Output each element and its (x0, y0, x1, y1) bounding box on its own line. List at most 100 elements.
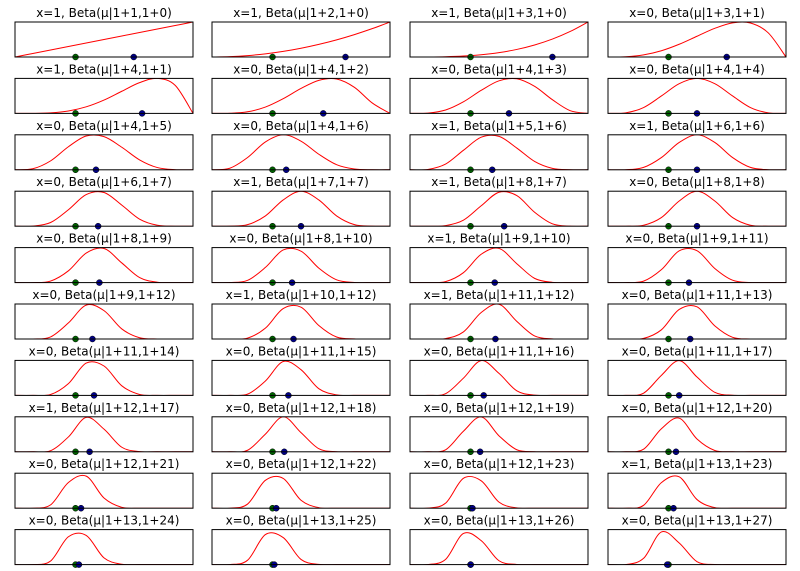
density-curve (15, 247, 193, 283)
plot-frame (607, 529, 787, 566)
subplot: x=0, Beta(μ|1+4,1+3) (409, 62, 589, 117)
subplot-title: x=0, Beta(μ|1+8,1+9) (36, 232, 172, 246)
subplot: x=1, Beta(μ|1+13,1+23) (607, 457, 787, 512)
subplot-title: x=0, Beta(μ|1+12,1+18) (226, 401, 377, 415)
subplot-title: x=0, Beta(μ|1+13,1+27) (622, 514, 773, 528)
subplot: x=1, Beta(μ|1+12,1+17) (14, 401, 194, 456)
density-curve (410, 304, 588, 339)
subplot: x=0, Beta(μ|1+11,1+14) (14, 344, 194, 399)
density-curve (608, 360, 786, 396)
subplot-title: x=1, Beta(μ|1+6,1+6) (629, 119, 765, 133)
plot-frame (607, 303, 787, 340)
density-curve (212, 134, 390, 170)
subplot-title: x=1, Beta(μ|1+2,1+0) (233, 6, 369, 20)
subplot: x=0, Beta(μ|1+12,1+20) (607, 401, 787, 456)
subplot-title: x=1, Beta(μ|1+13,1+23) (622, 457, 773, 471)
subplot-title: x=0, Beta(μ|1+12,1+20) (622, 401, 773, 415)
subplot-title: x=0, Beta(μ|1+4,1+6) (233, 119, 369, 133)
plot-frame (211, 134, 391, 171)
subplot-title: x=0, Beta(μ|1+13,1+24) (29, 514, 180, 528)
density-curve (608, 247, 786, 283)
subplot: x=0, Beta(μ|1+8,1+10) (211, 232, 391, 286)
plot-frame (211, 190, 391, 227)
subplot: x=0, Beta(μ|1+11,1+13) (607, 288, 787, 343)
subplot-title: x=1, Beta(μ|1+9,1+10) (427, 232, 570, 246)
plot-frame (607, 416, 787, 453)
plot-frame (14, 190, 194, 227)
plot-frame (409, 21, 589, 58)
subplot-title: x=0, Beta(μ|1+9,1+11) (625, 232, 768, 246)
plot-frame (607, 247, 787, 284)
plot-frame (409, 303, 589, 340)
subplot-title: x=0, Beta(μ|1+13,1+26) (424, 514, 575, 528)
density-curve (15, 416, 193, 452)
subplot: x=1, Beta(μ|1+1,1+0) (14, 6, 194, 61)
subplot: x=1, Beta(μ|1+4,1+1) (14, 62, 194, 117)
density-curve (410, 247, 588, 283)
subplot-title: x=1, Beta(μ|1+1,1+0) (36, 6, 172, 20)
plot-frame (14, 472, 194, 509)
subplot: x=0, Beta(μ|1+13,1+24) (14, 514, 194, 568)
subplot-title: x=0, Beta(μ|1+11,1+13) (622, 288, 773, 302)
plot-frame (607, 21, 787, 58)
subplot: x=1, Beta(μ|1+11,1+12) (409, 288, 589, 343)
plot-frame (211, 416, 391, 453)
subplot-title: x=0, Beta(μ|1+12,1+23) (424, 457, 575, 471)
subplot-title: x=1, Beta(μ|1+12,1+17) (29, 401, 180, 415)
subplot-title: x=0, Beta(μ|1+12,1+21) (29, 457, 180, 471)
subplot: x=1, Beta(μ|1+3,1+0) (409, 6, 589, 61)
subplot-title: x=0, Beta(μ|1+8,1+8) (629, 175, 765, 189)
subplot: x=0, Beta(μ|1+8,1+8) (607, 175, 787, 230)
density-curve (15, 134, 193, 170)
plot-frame (409, 134, 589, 171)
plot-frame (607, 77, 787, 114)
subplot: x=0, Beta(μ|1+13,1+25) (211, 514, 391, 568)
subplot: x=1, Beta(μ|1+10,1+12) (211, 288, 391, 343)
subplot-title: x=0, Beta(μ|1+11,1+15) (226, 344, 377, 358)
subplot: x=1, Beta(μ|1+2,1+0) (211, 6, 391, 61)
subplot: x=0, Beta(μ|1+13,1+26) (409, 514, 589, 568)
subplot: x=1, Beta(μ|1+6,1+6) (607, 119, 787, 174)
subplot-title: x=1, Beta(μ|1+10,1+12) (226, 288, 377, 302)
plot-frame (409, 247, 589, 284)
plot-frame (14, 359, 194, 396)
density-curve (608, 475, 786, 509)
density-curve (410, 191, 588, 227)
plot-frame (211, 77, 391, 114)
subplot: x=0, Beta(μ|1+11,1+16) (409, 344, 589, 399)
density-curve (212, 191, 390, 227)
plot-frame (409, 472, 589, 509)
density-curve (608, 530, 786, 565)
subplot-title: x=0, Beta(μ|1+4,1+4) (629, 62, 765, 76)
subplot: x=0, Beta(μ|1+11,1+17) (607, 344, 787, 399)
density-curve (410, 360, 588, 396)
plot-frame (211, 529, 391, 566)
subplot: x=0, Beta(μ|1+9,1+12) (14, 288, 194, 343)
subplot-title: x=0, Beta(μ|1+12,1+19) (424, 401, 575, 415)
plot-frame (14, 134, 194, 171)
plot-frame (211, 21, 391, 58)
density-curve (15, 191, 193, 227)
density-curve (608, 304, 786, 339)
subplot: x=1, Beta(μ|1+7,1+7) (211, 175, 391, 230)
subplot-title: x=1, Beta(μ|1+11,1+12) (424, 288, 575, 302)
density-curve (608, 134, 786, 170)
subplot-title: x=0, Beta(μ|1+11,1+17) (622, 344, 773, 358)
subplot-title: x=0, Beta(μ|1+13,1+25) (226, 514, 377, 528)
plot-frame (409, 190, 589, 227)
density-curve (410, 416, 588, 452)
subplot: x=0, Beta(μ|1+4,1+2) (211, 62, 391, 117)
subplot: x=0, Beta(μ|1+11,1+15) (211, 344, 391, 399)
plot-frame (14, 247, 194, 284)
subplot: x=0, Beta(μ|1+8,1+9) (14, 232, 194, 286)
subplot: x=0, Beta(μ|1+12,1+19) (409, 401, 589, 456)
density-curve (212, 247, 390, 283)
subplot: x=0, Beta(μ|1+9,1+11) (607, 232, 787, 286)
subplot-title: x=1, Beta(μ|1+7,1+7) (233, 175, 369, 189)
subplot: x=0, Beta(μ|1+13,1+27) (607, 514, 787, 568)
plot-frame (607, 190, 787, 227)
density-curve (15, 474, 193, 509)
plot-frame (607, 359, 787, 396)
